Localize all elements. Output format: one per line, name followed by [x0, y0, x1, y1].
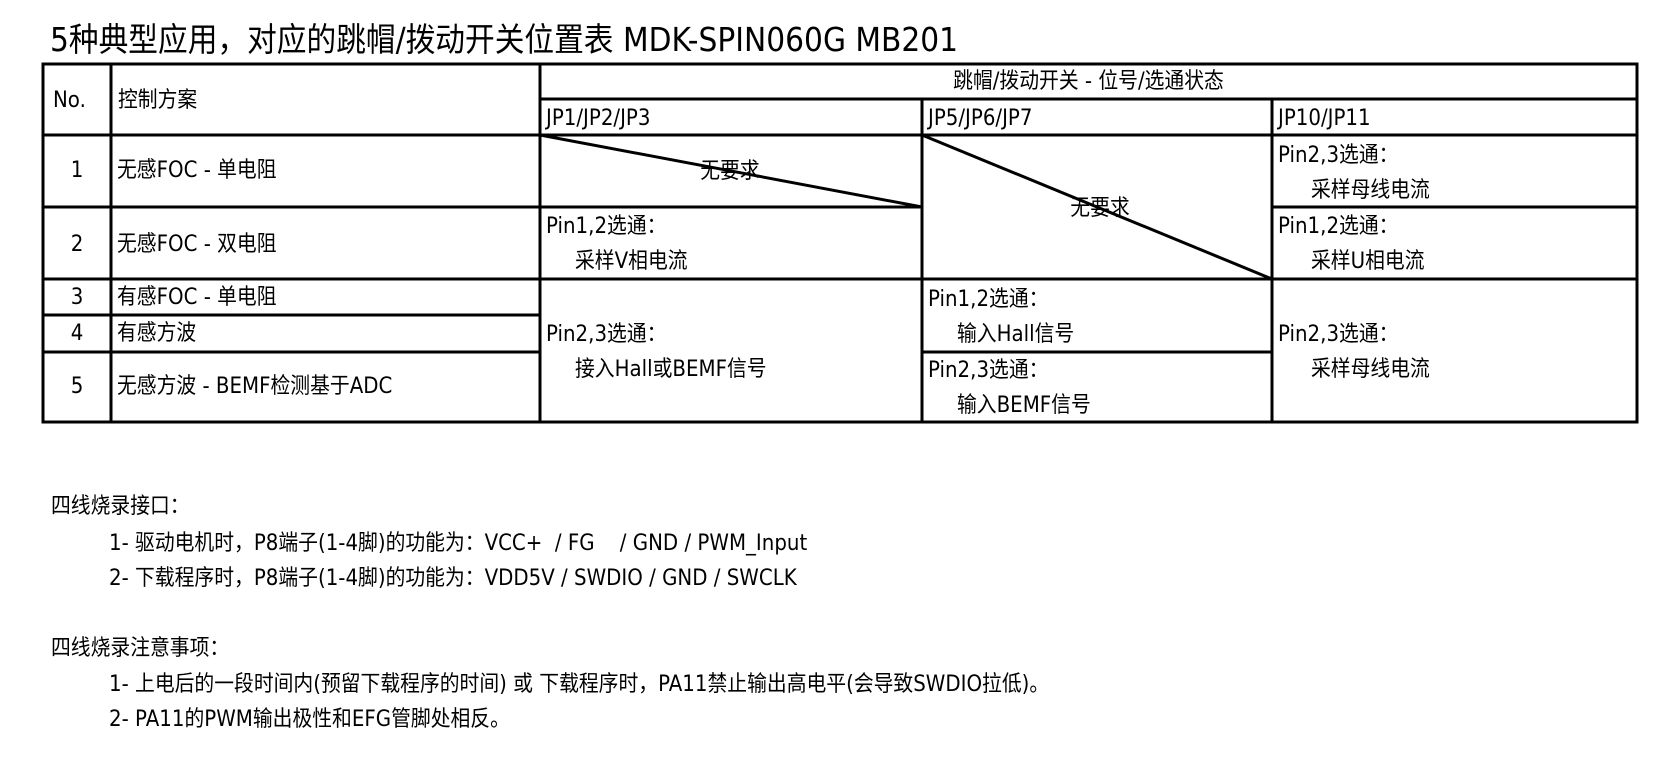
cell-line: Pin2,3选通：: [546, 322, 667, 347]
cell-line: 输入Hall信号: [957, 322, 1075, 347]
row-no: 2: [70, 232, 84, 257]
row-scheme: 有感方波: [117, 321, 197, 346]
cell-line: 采样母线电流: [1311, 357, 1430, 382]
row-no: 4: [70, 321, 84, 346]
cell-line: Pin2,3选通：: [928, 358, 1049, 383]
header-jp1: JP1/JP2/JP3: [546, 106, 651, 131]
notes-heading: 四线烧录接口：: [51, 494, 190, 519]
cell-line: 采样V相电流: [575, 249, 688, 274]
header-jp10: JP10/JP11: [1278, 106, 1371, 131]
notes-heading: 四线烧录注意事项：: [51, 636, 230, 661]
note-item: 2- 下载程序时，P8端子(1-4脚)的功能为：VDD5V / SWDIO / …: [109, 566, 797, 591]
row-scheme: 无感FOC - 单电阻: [117, 158, 277, 183]
row-no: 1: [70, 158, 84, 183]
cell-line: 采样母线电流: [1311, 178, 1430, 203]
diagonal-strike: [539, 133, 923, 209]
header-group: 跳帽/拨动开关 - 位号/选通状态: [953, 69, 1224, 94]
row-no: 3: [70, 285, 84, 310]
cell-line: Pin2,3选通：: [1278, 322, 1399, 347]
header-jp5: JP5/JP6/JP7: [928, 106, 1033, 131]
row-no: 5: [70, 374, 84, 399]
header-scheme: 控制方案: [118, 88, 198, 113]
row-scheme: 有感FOC - 单电阻: [117, 285, 277, 310]
note-item: 1- 驱动电机时，P8端子(1-4脚)的功能为：VCC+ / FG / GND …: [109, 531, 808, 556]
note-item: 1- 上电后的一段时间内(预留下载程序的时间) 或 下载程序时，PA11禁止输出…: [109, 672, 1050, 697]
row-scheme: 无感FOC - 双电阻: [117, 232, 277, 257]
cell-line: Pin1,2选通：: [1278, 214, 1399, 239]
cell-line: Pin2,3选通：: [1278, 143, 1399, 168]
page-title: 5种典型应用，对应的跳帽/拨动开关位置表 MDK-SPIN060G MB201: [50, 20, 959, 59]
cell-line: 采样U相电流: [1311, 249, 1425, 274]
diagonal-strike: [921, 133, 1273, 281]
cell-no-requirement: 无要求: [1070, 196, 1130, 221]
note-item: 2- PA11的PWM输出极性和EFG管脚处相反。: [109, 707, 510, 732]
cell-line: 接入Hall或BEMF信号: [575, 357, 767, 382]
cell-line: Pin1,2选通：: [546, 214, 667, 239]
row-scheme: 无感方波 - BEMF检测基于ADC: [117, 374, 393, 399]
cell-no-requirement: 无要求: [700, 159, 760, 184]
header-no: No.: [53, 88, 86, 113]
cell-line: 输入BEMF信号: [957, 393, 1091, 418]
cell-line: Pin1,2选通：: [928, 287, 1049, 312]
table-border: [41, 62, 1639, 424]
